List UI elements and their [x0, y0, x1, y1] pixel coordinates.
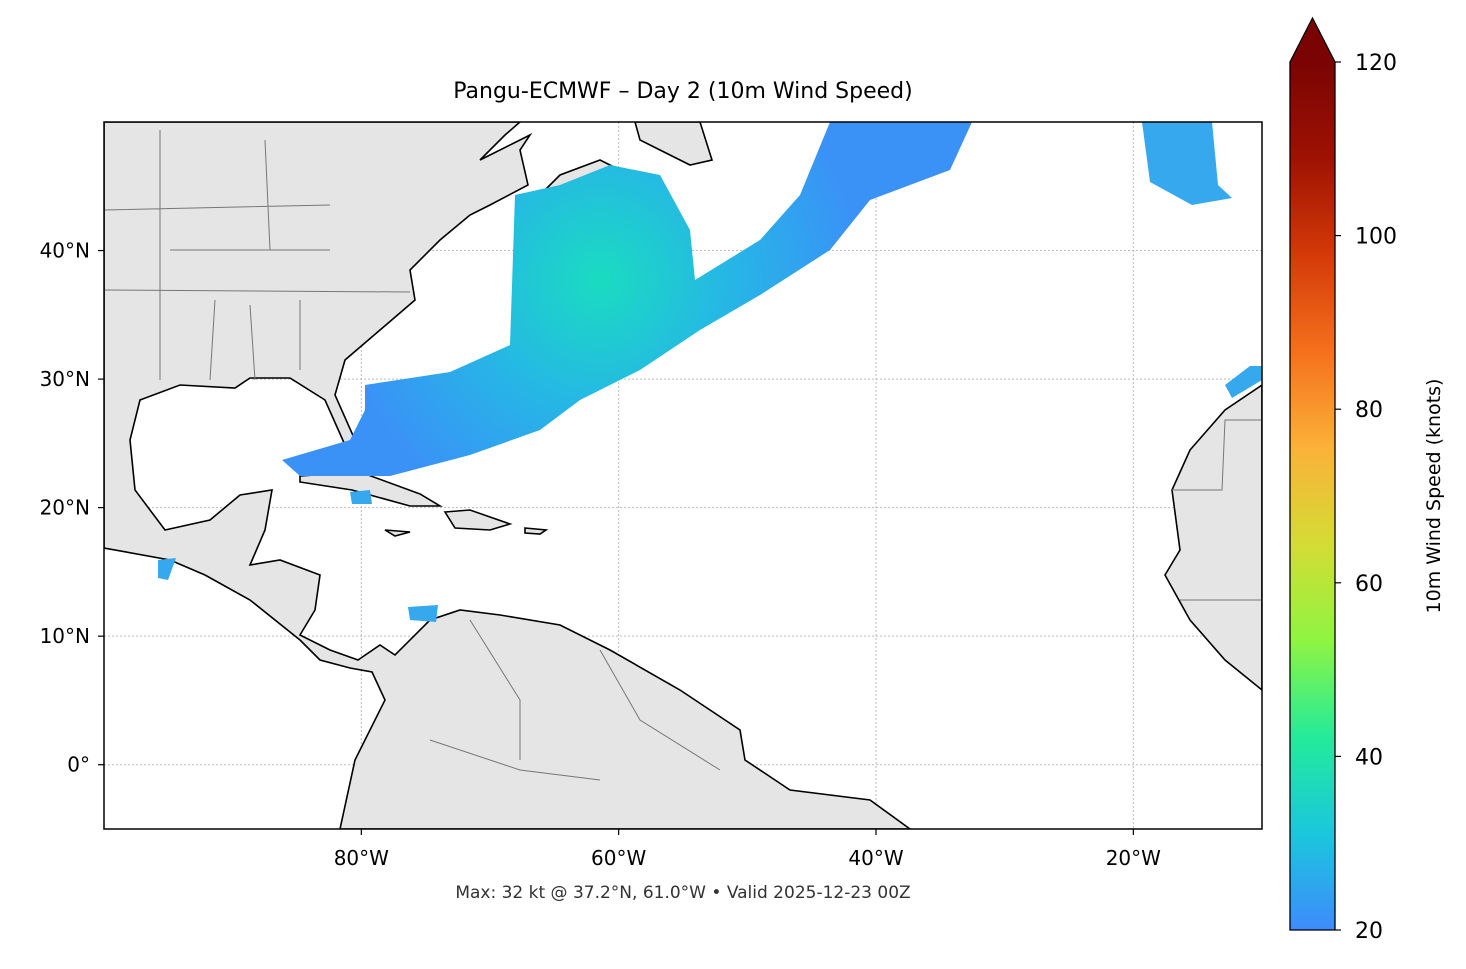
- wind-field-east: [158, 122, 1262, 622]
- y-tick-label: 20°N: [40, 496, 90, 520]
- x-tick-label: 40°W: [848, 846, 903, 870]
- hispaniola: [384, 509, 549, 537]
- colorbar-tick-label: 80: [1355, 398, 1383, 423]
- y-tick-label: 30°N: [40, 367, 90, 391]
- map: [104, 122, 1262, 829]
- x-tick-label: 60°W: [591, 846, 646, 870]
- x-tick-label: 20°W: [1106, 846, 1161, 870]
- colorbar-tick-label: 20: [1355, 919, 1383, 944]
- map-frame: [103, 121, 1263, 830]
- wind-field: [282, 122, 972, 476]
- y-tick-label: 40°N: [40, 239, 90, 263]
- borders: [104, 130, 1262, 781]
- colorbar-tick-label: 120: [1355, 51, 1397, 76]
- y-tick-label: 10°N: [40, 624, 90, 648]
- caption: Max: 32 kt @ 37.2°N, 61.0°W • Valid 2025…: [455, 883, 910, 903]
- colorbar-extend: [1290, 18, 1335, 62]
- colorbar: [1290, 62, 1335, 930]
- colorbar-label: 10m Wind Speed (knots): [1423, 379, 1445, 614]
- americas: [104, 122, 912, 829]
- chart-title: Pangu-ECMWF – Day 2 (10m Wind Speed): [453, 79, 912, 104]
- colorbar-tick-label: 60: [1355, 572, 1383, 597]
- colorbar-tick-label: 100: [1355, 225, 1397, 250]
- colorbar-outline: [1289, 16, 1336, 931]
- colorbar-tick-label: 40: [1355, 745, 1383, 770]
- x-tick-label: 80°W: [334, 846, 389, 870]
- y-tick-label: 0°: [67, 753, 90, 777]
- africa: [1164, 384, 1262, 692]
